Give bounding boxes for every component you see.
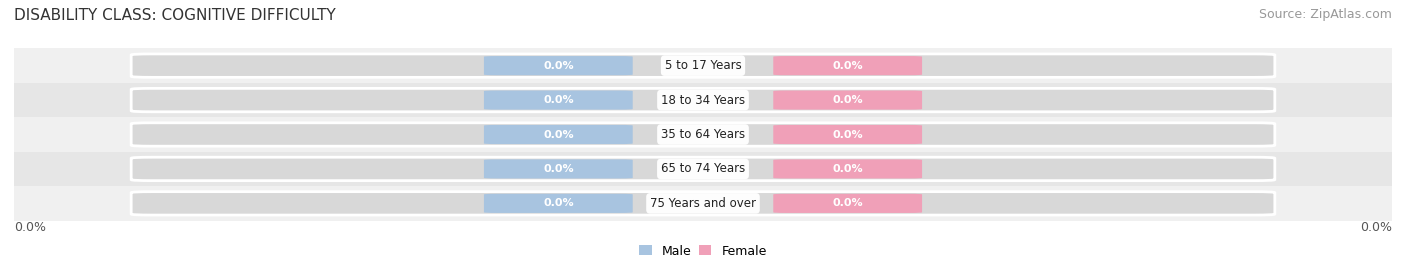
Text: DISABILITY CLASS: COGNITIVE DIFFICULTY: DISABILITY CLASS: COGNITIVE DIFFICULTY: [14, 8, 336, 23]
FancyBboxPatch shape: [773, 56, 922, 75]
Legend: Male, Female: Male, Female: [634, 239, 772, 263]
FancyBboxPatch shape: [773, 90, 922, 110]
FancyBboxPatch shape: [131, 123, 1275, 146]
Bar: [14, 117, 1392, 152]
FancyBboxPatch shape: [484, 90, 633, 110]
Text: 0.0%: 0.0%: [14, 221, 46, 233]
FancyBboxPatch shape: [484, 159, 633, 179]
Bar: [14, 48, 1392, 83]
Text: 0.0%: 0.0%: [832, 95, 863, 105]
Text: 0.0%: 0.0%: [832, 164, 863, 174]
Bar: [14, 83, 1392, 117]
Text: 75 Years and over: 75 Years and over: [650, 197, 756, 210]
Text: 65 to 74 Years: 65 to 74 Years: [661, 162, 745, 175]
Bar: [14, 186, 1392, 221]
Text: 35 to 64 Years: 35 to 64 Years: [661, 128, 745, 141]
Text: 0.0%: 0.0%: [543, 164, 574, 174]
Text: 5 to 17 Years: 5 to 17 Years: [665, 59, 741, 72]
FancyBboxPatch shape: [773, 194, 922, 213]
Text: 0.0%: 0.0%: [832, 61, 863, 71]
FancyBboxPatch shape: [131, 54, 1275, 77]
FancyBboxPatch shape: [131, 88, 1275, 112]
Text: 0.0%: 0.0%: [543, 95, 574, 105]
Text: 0.0%: 0.0%: [832, 198, 863, 208]
Text: 0.0%: 0.0%: [543, 198, 574, 208]
FancyBboxPatch shape: [773, 125, 922, 144]
Bar: [14, 152, 1392, 186]
Text: 0.0%: 0.0%: [543, 129, 574, 140]
Text: 18 to 34 Years: 18 to 34 Years: [661, 94, 745, 107]
Text: Source: ZipAtlas.com: Source: ZipAtlas.com: [1258, 8, 1392, 21]
FancyBboxPatch shape: [484, 125, 633, 144]
FancyBboxPatch shape: [484, 56, 633, 75]
FancyBboxPatch shape: [484, 194, 633, 213]
FancyBboxPatch shape: [131, 157, 1275, 181]
FancyBboxPatch shape: [773, 159, 922, 179]
FancyBboxPatch shape: [131, 192, 1275, 215]
Text: 0.0%: 0.0%: [1360, 221, 1392, 233]
Text: 0.0%: 0.0%: [832, 129, 863, 140]
Text: 0.0%: 0.0%: [543, 61, 574, 71]
